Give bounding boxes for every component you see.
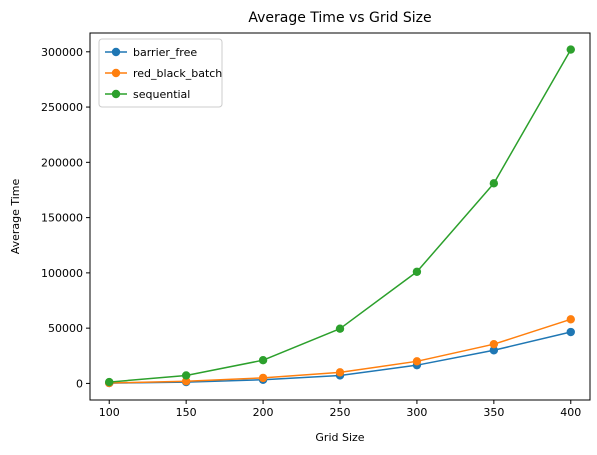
data-point-red_black_batch [489,339,499,349]
y-tick-label: 300000 [41,46,83,59]
legend-marker-sequential [111,89,121,99]
x-tick-label: 100 [99,406,120,419]
legend-label-barrier_free: barrier_free [133,46,197,59]
data-point-barrier_free [489,346,499,355]
data-point-sequential [566,45,575,54]
y-tick-label: 0 [76,377,83,390]
data-point-sequential [105,377,114,387]
data-point-red_black_batch [566,315,575,324]
data-point-red_black_batch [412,357,422,366]
data-point-red_black_batch [181,377,191,386]
x-tick-label: 350 [483,406,504,419]
x-axis-label: Grid Size [315,431,364,444]
data-point-red_black_batch [258,373,268,383]
data-point-barrier_free [566,327,575,337]
y-tick-label: 200000 [41,156,83,169]
data-point-sequential [412,267,422,276]
legend-marker-red_black_batch [111,68,121,78]
x-tick-label: 300 [406,406,427,419]
series-layer [105,45,575,388]
x-axis: 100 150 200 250 300 350 400 [99,400,581,419]
legend-label-red_black_batch: red_black_batch [133,67,222,80]
data-point-red_black_batch [335,368,345,377]
x-tick-label: 150 [176,406,197,419]
legend: barrier_free red_black_batch sequential [98,38,223,108]
y-tick-label: 250000 [41,101,83,114]
y-tick-label: 100000 [41,267,83,280]
y-tick-label: 150000 [41,212,83,225]
y-axis: 0 50000 100000 150000 200000 250000 300000 [41,46,90,390]
data-point-sequential [181,371,191,380]
legend-marker-barrier_free [111,47,121,57]
data-point-sequential [258,356,268,365]
chart-title: Average Time vs Grid Size [248,10,431,26]
x-tick-label: 250 [330,406,351,419]
y-tick-label: 50000 [48,322,83,335]
x-tick-label: 400 [560,406,581,419]
data-point-sequential [489,179,499,188]
legend-label-sequential: sequential [133,88,190,101]
legend-box [98,38,223,108]
x-tick-label: 200 [253,406,274,419]
data-point-sequential [335,324,345,333]
y-axis-label: Average Time [9,178,22,254]
